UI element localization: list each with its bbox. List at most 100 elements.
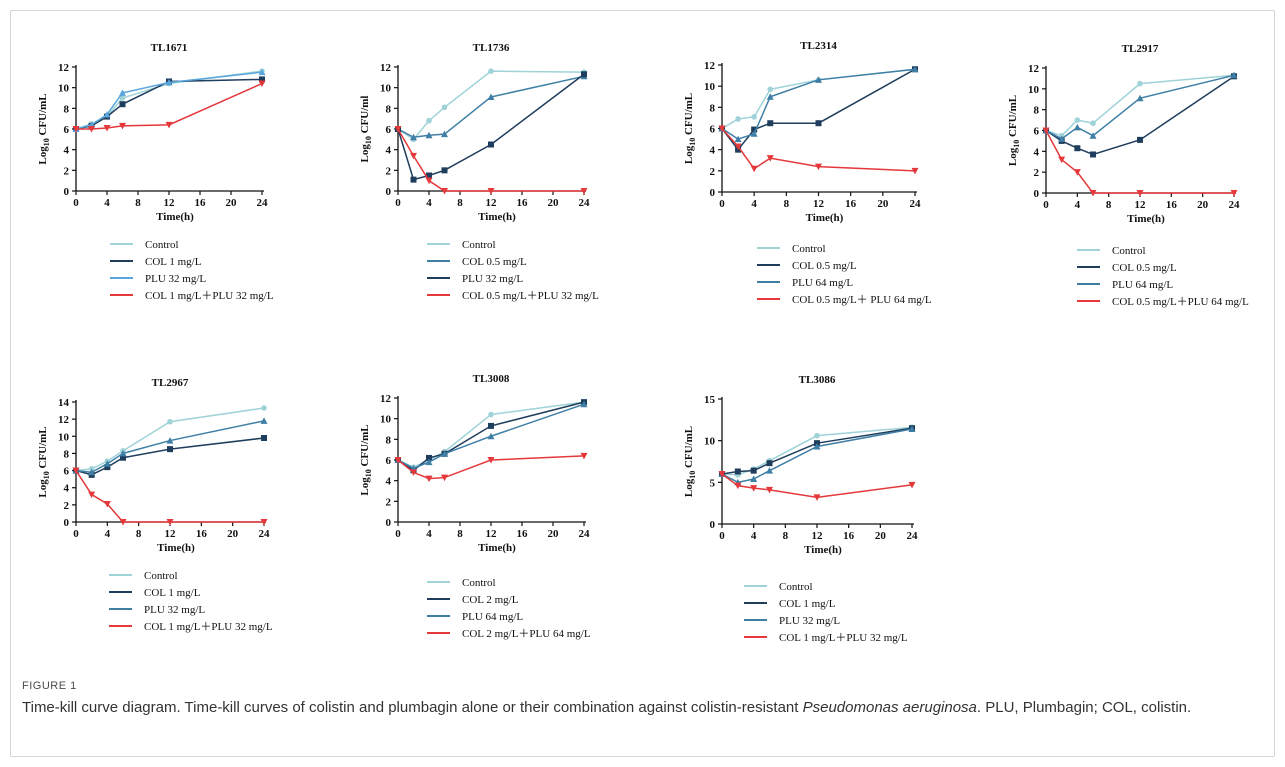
data-point: [441, 474, 448, 482]
data-point: [88, 491, 96, 499]
data-point: [766, 460, 773, 467]
y-tick-label: 0: [386, 517, 392, 529]
data-point: [410, 152, 417, 160]
data-point: [750, 467, 757, 474]
data-point: [261, 435, 267, 441]
x-tick-label: 8: [135, 197, 141, 209]
legend-label: COL 0.5 mg/L: [792, 260, 857, 272]
data-point: [1136, 190, 1144, 197]
legend-label: COL 1 mg/L: [144, 587, 201, 599]
data-point: [766, 155, 774, 162]
y-tick-label: 4: [710, 145, 716, 157]
data-point: [261, 405, 267, 411]
data-point: [72, 467, 80, 475]
data-point: [104, 464, 111, 471]
x-tick-label: 8: [784, 198, 790, 210]
y-tick-label: 4: [1034, 146, 1040, 158]
y-tick-label: 2: [386, 496, 392, 508]
chart-TL3086: TL3086 0 4 8 12 16 20 24 0 5 10 15 Time(h) Log10 CFU/…: [683, 374, 918, 644]
chart-title: TL1736: [473, 42, 510, 54]
legend-label: COL 0.5 mg/L＋PLU 64 mg/L: [1112, 296, 1249, 308]
data-point: [166, 519, 174, 526]
data-point: [260, 519, 268, 526]
data-point: [814, 432, 820, 439]
data-point: [167, 446, 173, 453]
y-axis-label: Log10 CFU/mL: [683, 426, 697, 497]
data-point: [1042, 127, 1050, 134]
y-tick-label: 10: [704, 81, 716, 93]
legend: Control COL 0.5 mg/L PLU 64 mg/L COL 0.5 mg…: [757, 243, 932, 306]
series-3: [394, 452, 588, 483]
x-tick-label: 12: [486, 528, 498, 540]
chart-title: TL1671: [151, 42, 188, 54]
x-tick-label: 20: [1197, 199, 1209, 211]
data-point: [259, 76, 265, 83]
data-point: [908, 425, 916, 432]
y-tick-label: 12: [704, 60, 716, 72]
data-point: [103, 460, 111, 467]
x-tick-label: 4: [1075, 199, 1081, 211]
y-tick-label: 10: [380, 414, 392, 426]
y-axis-label: Log10 CFU/ml: [359, 96, 373, 163]
data-point: [119, 101, 126, 108]
y-tick-label: 2: [1034, 167, 1040, 179]
y-tick-label: 8: [1034, 105, 1040, 117]
data-point: [767, 120, 774, 127]
legend-label: PLU 64 mg/L: [792, 277, 853, 289]
y-tick-label: 12: [58, 62, 70, 74]
series-line: [397, 73, 585, 181]
data-point: [441, 167, 448, 174]
x-tick-label: 12: [1135, 199, 1147, 211]
data-point: [734, 143, 742, 150]
data-point: [426, 172, 432, 179]
data-point: [441, 188, 448, 195]
y-tick-label: 12: [380, 393, 392, 405]
legend-label: COL 0.5 mg/L＋ PLU 64 mg/L: [792, 294, 932, 306]
series-3: [394, 126, 588, 195]
x-tick-label: 0: [73, 528, 79, 540]
data-point: [908, 481, 916, 489]
series-line: [721, 428, 913, 484]
x-tick-label: 24: [579, 197, 591, 209]
y-tick-label: 12: [1028, 63, 1040, 75]
x-tick-label: 4: [751, 198, 757, 210]
y-tick-label: 4: [386, 476, 392, 488]
x-tick-label: 20: [548, 528, 560, 540]
y-axis-label: Log10 CFU/mL: [1007, 95, 1021, 166]
x-tick-label: 8: [457, 197, 463, 209]
x-tick-label: 16: [1166, 199, 1178, 211]
x-tick-label: 0: [73, 197, 79, 209]
y-axis-label: Log10 CFU/mL: [37, 93, 51, 164]
y-tick-label: 2: [64, 500, 70, 512]
data-point: [815, 76, 822, 83]
data-point: [394, 126, 402, 133]
x-tick-label: 0: [1043, 199, 1049, 211]
series-line: [397, 75, 585, 139]
y-tick-label: 0: [1034, 188, 1040, 200]
data-point: [751, 114, 757, 120]
data-point: [750, 485, 758, 492]
legend-label: COL 1 mg/L＋PLU 32 mg/L: [145, 290, 274, 302]
x-tick-label: 16: [517, 528, 529, 540]
y-tick-label: 6: [710, 124, 716, 136]
data-point: [488, 141, 494, 148]
series-line: [1045, 130, 1234, 194]
data-point: [410, 469, 417, 476]
data-point: [119, 89, 126, 96]
figure-label: FIGURE 1: [22, 680, 77, 692]
data-point: [751, 126, 758, 133]
data-point: [813, 494, 821, 501]
x-tick-label: 0: [395, 528, 401, 540]
y-tick-label: 10: [704, 436, 716, 448]
axes: [397, 65, 586, 192]
data-point: [260, 417, 268, 424]
y-tick-label: 8: [64, 103, 70, 115]
data-point: [425, 458, 433, 466]
data-point: [1058, 135, 1066, 142]
x-tick-label: 24: [1229, 199, 1241, 211]
x-axis-label: Time(h): [1127, 213, 1165, 225]
series-3: [72, 80, 266, 133]
